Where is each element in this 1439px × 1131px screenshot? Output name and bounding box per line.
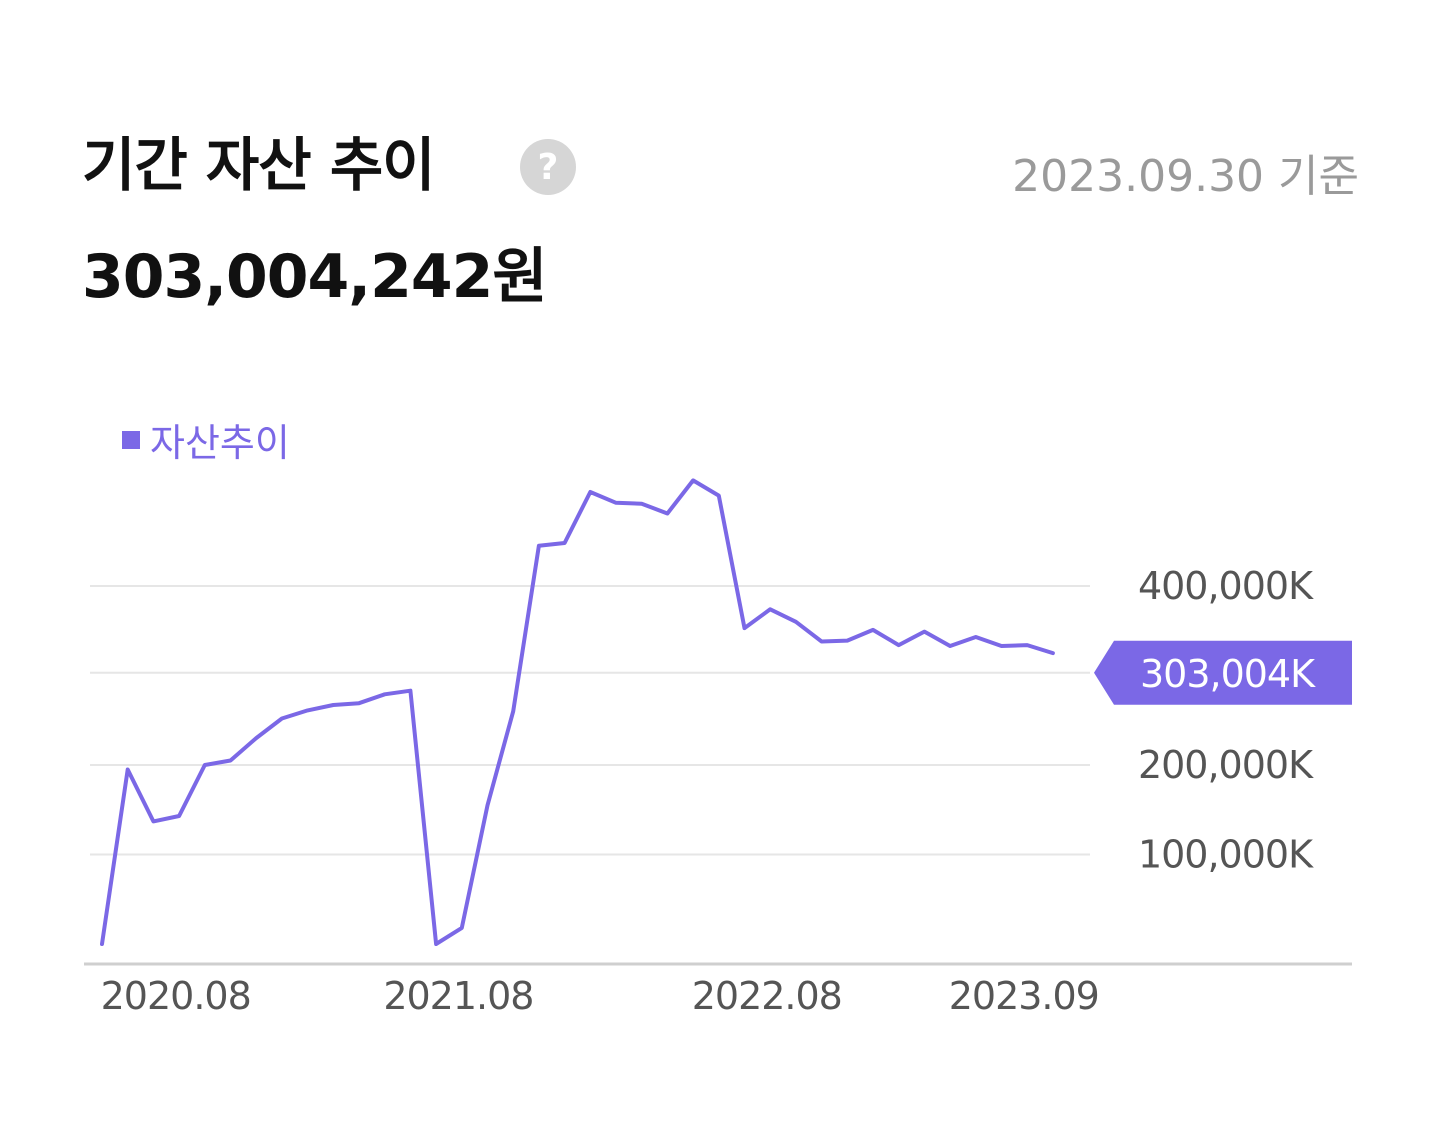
page-title: 기간 자산 추이 — [82, 131, 436, 199]
data-point — [563, 541, 567, 545]
data-point — [820, 639, 824, 643]
data-point — [460, 926, 464, 930]
as-of-date: 2023.09.30 기준 — [1012, 151, 1359, 202]
data-point — [768, 607, 772, 611]
data-point — [100, 942, 104, 946]
data-point — [229, 759, 233, 763]
data-point — [254, 736, 258, 740]
data-point — [331, 703, 335, 707]
data-point — [306, 708, 310, 712]
data-point — [151, 819, 155, 823]
chart-legend: 자산추이 — [122, 412, 290, 467]
legend-label: 자산추이 — [150, 421, 290, 465]
x-tick-label: 2021.08 — [383, 974, 533, 1018]
data-point — [486, 803, 490, 807]
data-point — [691, 478, 695, 482]
x-tick-label: 2020.08 — [101, 974, 251, 1018]
data-point — [794, 620, 798, 624]
data-point — [1025, 643, 1029, 647]
data-point — [897, 643, 901, 647]
data-point — [203, 763, 207, 767]
data-point — [280, 716, 284, 720]
x-tick-label: 2022.08 — [692, 974, 842, 1018]
data-point — [408, 689, 412, 693]
data-point — [640, 502, 644, 506]
data-point — [434, 942, 438, 946]
data-point — [614, 501, 618, 505]
data-point — [871, 628, 875, 632]
data-point — [1051, 651, 1055, 655]
legend-swatch — [122, 430, 140, 449]
data-point — [383, 692, 387, 696]
help-icon[interactable]: ? — [520, 139, 576, 195]
series-line — [100, 478, 1055, 946]
data-point — [743, 626, 747, 630]
current-value-label: 303,004K — [1140, 652, 1316, 696]
y-tick-label: 200,000K — [1138, 743, 1314, 787]
data-point — [126, 767, 130, 771]
data-point — [665, 512, 669, 516]
total-asset-amount: 303,004,242원 — [82, 242, 548, 312]
data-point — [845, 639, 849, 643]
data-point — [588, 490, 592, 494]
y-tick-label: 100,000K — [1138, 833, 1314, 877]
data-point — [1000, 644, 1004, 648]
data-point — [537, 544, 541, 548]
data-point — [511, 709, 515, 713]
data-point — [974, 635, 978, 639]
data-point — [948, 644, 952, 648]
current-value-marker — [1094, 640, 1352, 705]
data-point — [357, 701, 361, 705]
data-point — [922, 630, 926, 634]
data-point — [177, 814, 181, 818]
y-tick-label: 400,000K — [1138, 564, 1314, 608]
x-tick-label: 2023.09 — [949, 974, 1099, 1018]
data-point — [717, 494, 721, 498]
